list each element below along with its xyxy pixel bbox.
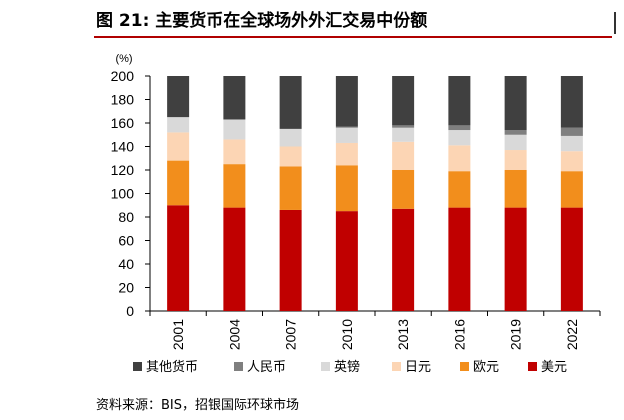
x-axis-labels: 2001 2004 2007 2010 2013 2016 2019 2022 [170,319,580,350]
x-tick-label: 2013 [395,319,411,350]
bar-segment [167,160,190,206]
bar-segment [279,146,302,167]
x-tick-label: 2022 [564,319,580,350]
bar-segment [335,211,358,311]
bar-segment [335,127,358,143]
x-tick-label: 2001 [170,319,186,350]
source-note: 资料来源：BIS，招银国际环球市场 [96,398,300,413]
y-axis-unit: (%) [115,53,132,65]
legend-label: 日元 [405,360,431,375]
next-figure-edge [614,12,624,34]
bar-segment [392,170,415,209]
bar-segment [448,207,471,311]
y-tick-label: 120 [111,162,135,178]
legend-swatch [528,362,537,371]
legend-label: 其他货币 [146,359,198,375]
bar-segment [392,76,415,126]
chart-axes: 0 20 40 60 80 100 120 140 160 180 200 (%) [111,53,601,319]
chart-bars [167,76,583,311]
x-tick-label: 2016 [451,319,467,350]
x-tick-label: 2010 [339,319,355,350]
legend-swatch [460,362,469,371]
bar-segment [223,76,246,120]
bar-segment [279,209,302,311]
y-tick-label: 140 [111,139,135,155]
chart-legend: 其他货币 人民币 英镑 日元 欧元 美元 [133,359,567,375]
bar-segment [560,151,583,172]
bar-segment [392,208,415,311]
bar-segment [392,141,415,170]
bar-segment [279,128,302,147]
bar-segment [504,170,527,208]
bar-segment [392,127,415,142]
bar-segment [335,142,358,166]
bar-segment [279,76,302,129]
title-divider [94,36,612,38]
bar-segment [504,207,527,311]
bar-segment [560,76,583,128]
bar-segment [560,135,583,152]
y-tick-label: 20 [118,280,134,296]
y-tick-label: 100 [111,186,135,202]
y-tick-label: 200 [111,68,135,84]
bar-segment [335,126,358,128]
bar-segment [504,130,527,135]
y-tick-label: 60 [118,233,134,249]
bar-segment [223,207,246,311]
bar-segment [167,205,190,311]
y-tick-label: 180 [111,92,135,108]
x-tick-label: 2004 [226,319,242,350]
bar-segment [560,171,583,208]
bar-segment [448,130,471,146]
bar-segment [448,145,471,172]
legend-swatch [321,362,330,371]
bar-segment [167,132,190,161]
bar-segment [504,134,527,151]
y-tick-label: 160 [111,115,135,131]
bar-segment [223,139,246,165]
legend-label: 英镑 [334,359,360,375]
bar-segment [223,164,246,208]
x-tick-label: 2007 [283,319,299,350]
bar-segment [167,76,190,118]
bar-segment [504,150,527,170]
bar-segment [335,165,358,212]
bar-segment [560,127,583,136]
legend-label: 美元 [541,360,567,375]
bar-segment [279,166,302,210]
y-tick-label: 0 [126,303,134,319]
bar-segment [560,207,583,311]
x-tick-label: 2019 [508,319,524,350]
y-tick-label: 80 [118,209,134,225]
bar-segment [335,76,358,127]
y-tick-label: 40 [118,256,134,272]
legend-label: 人民币 [247,360,286,375]
bar-segment [392,125,415,128]
bar-segment [448,125,471,131]
bar-segment [167,117,190,133]
bar-segment [448,171,471,208]
legend-swatch [392,362,401,371]
bar-segment [504,76,527,131]
bar-segment [448,76,471,126]
figure-title: 图 21: 主要货币在全球场外外汇交易中份额 [96,11,428,31]
legend-swatch [234,362,243,371]
legend-swatch [133,362,142,371]
legend-label: 欧元 [473,360,499,375]
bar-segment [223,119,246,140]
